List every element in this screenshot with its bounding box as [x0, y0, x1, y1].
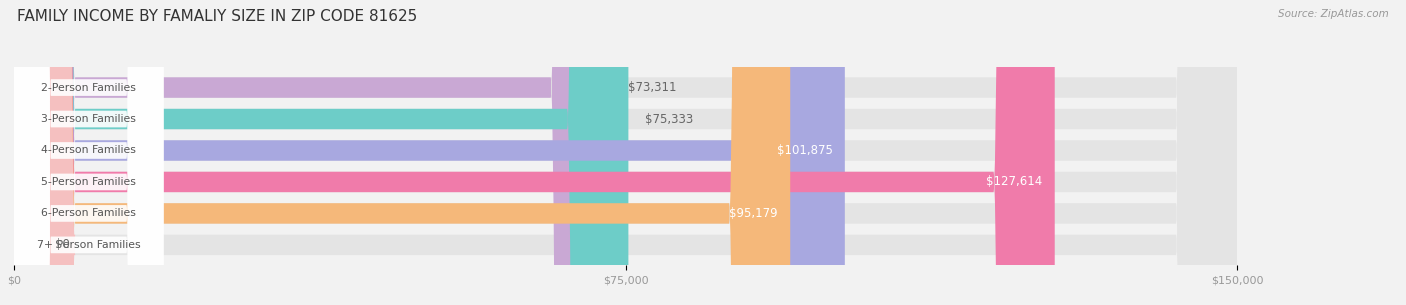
- Text: Source: ZipAtlas.com: Source: ZipAtlas.com: [1278, 9, 1389, 19]
- FancyBboxPatch shape: [14, 0, 163, 305]
- FancyBboxPatch shape: [14, 0, 1237, 305]
- Text: 7+ Person Families: 7+ Person Families: [37, 240, 141, 250]
- FancyBboxPatch shape: [14, 0, 1237, 305]
- FancyBboxPatch shape: [14, 0, 845, 305]
- FancyBboxPatch shape: [14, 0, 790, 305]
- Text: 6-Person Families: 6-Person Families: [41, 208, 136, 218]
- Text: $101,875: $101,875: [776, 144, 832, 157]
- FancyBboxPatch shape: [14, 0, 1054, 305]
- Text: $127,614: $127,614: [986, 175, 1042, 188]
- FancyBboxPatch shape: [14, 0, 628, 305]
- Text: $73,311: $73,311: [628, 81, 676, 94]
- FancyBboxPatch shape: [14, 0, 163, 305]
- Text: 3-Person Families: 3-Person Families: [41, 114, 136, 124]
- FancyBboxPatch shape: [14, 0, 612, 305]
- FancyBboxPatch shape: [14, 0, 1237, 305]
- Text: $95,179: $95,179: [730, 207, 778, 220]
- FancyBboxPatch shape: [14, 0, 163, 305]
- Text: 4-Person Families: 4-Person Families: [41, 145, 136, 156]
- Text: FAMILY INCOME BY FAMALIY SIZE IN ZIP CODE 81625: FAMILY INCOME BY FAMALIY SIZE IN ZIP COD…: [17, 9, 418, 24]
- Text: $75,333: $75,333: [645, 113, 693, 126]
- Text: 5-Person Families: 5-Person Families: [41, 177, 136, 187]
- Text: 2-Person Families: 2-Person Families: [41, 83, 136, 92]
- FancyBboxPatch shape: [14, 0, 1237, 305]
- FancyBboxPatch shape: [14, 0, 1237, 305]
- FancyBboxPatch shape: [14, 0, 163, 305]
- FancyBboxPatch shape: [14, 0, 1237, 305]
- FancyBboxPatch shape: [14, 0, 163, 305]
- FancyBboxPatch shape: [0, 0, 76, 305]
- Text: $0: $0: [55, 239, 70, 251]
- FancyBboxPatch shape: [14, 0, 163, 305]
